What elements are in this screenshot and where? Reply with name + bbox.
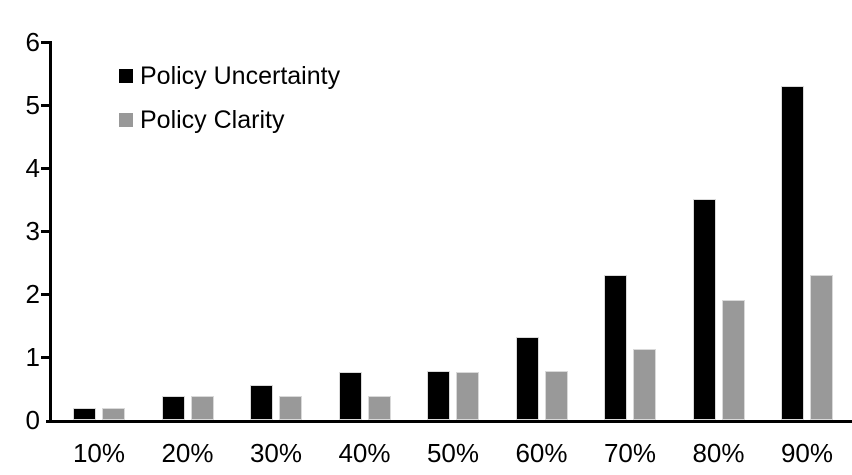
y-axis-tick-label: 2 (25, 279, 40, 309)
x-axis-category-label: 90% (780, 438, 834, 468)
legend-item-policy-uncertainty: Policy Uncertainty (119, 61, 340, 91)
bar-policy-clarity (633, 349, 656, 420)
bar-policy-uncertainty (692, 199, 716, 420)
bar-policy-clarity (810, 275, 833, 420)
legend-swatch-icon (119, 113, 133, 127)
y-axis-tick-label: 3 (25, 216, 40, 246)
y-axis-tick-label: 6 (25, 27, 40, 57)
x-axis-category-label: 80% (692, 438, 745, 468)
bar-policy-uncertainty (250, 385, 273, 420)
bar-policy-clarity (102, 408, 125, 420)
y-axis-tick-mark (41, 167, 49, 170)
x-axis-category-label: 30% (249, 438, 303, 468)
legend-item-policy-clarity: Policy Clarity (119, 105, 340, 135)
bar-policy-uncertainty (427, 371, 450, 420)
x-axis-category-label: 40% (338, 438, 391, 468)
x-axis-line (46, 420, 852, 423)
legend-label: Policy Uncertainty (140, 61, 341, 90)
bar-policy-uncertainty (73, 408, 96, 420)
x-axis-category-label: 70% (603, 438, 657, 468)
bar-policy-clarity (456, 372, 479, 420)
y-axis-line (49, 41, 52, 423)
bar-policy-clarity (544, 371, 568, 420)
y-axis-tick-label: 5 (25, 90, 40, 120)
y-axis-tick-mark (41, 41, 49, 44)
y-axis-tick-mark (41, 104, 49, 107)
bar-policy-uncertainty (515, 337, 539, 420)
bar-policy-clarity (190, 396, 214, 420)
y-axis-tick-label: 4 (25, 153, 40, 183)
y-axis-tick-label: 1 (25, 342, 40, 372)
chart-legend: Policy Uncertainty Policy Clarity (119, 61, 340, 149)
bar-policy-uncertainty (161, 396, 185, 420)
x-axis-category-label: 10% (72, 438, 126, 468)
y-axis-tick-mark (41, 293, 49, 296)
y-axis-tick-label: 0 (25, 405, 40, 435)
legend-label: Policy Clarity (140, 105, 285, 134)
y-axis-tick-mark (41, 230, 49, 233)
legend-swatch-icon (119, 69, 133, 83)
bar-policy-uncertainty (338, 372, 362, 420)
y-axis-tick-mark (41, 356, 49, 359)
bar-policy-clarity (721, 300, 745, 420)
x-axis-category-label: 60% (515, 438, 568, 468)
bar-policy-clarity (367, 396, 391, 420)
bar-policy-uncertainty (604, 275, 627, 420)
bar-policy-clarity (279, 396, 302, 420)
x-axis-category-label: 50% (426, 438, 480, 468)
x-axis-category-label: 20% (161, 438, 214, 468)
bar-policy-uncertainty (781, 86, 804, 420)
